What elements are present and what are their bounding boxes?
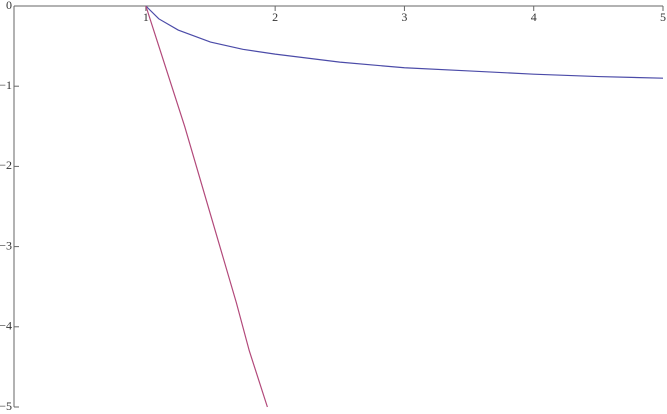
y-tick-label: −4 xyxy=(0,319,12,333)
y-tick-label: −2 xyxy=(0,158,12,172)
x-tick-label: 5 xyxy=(660,10,666,24)
y-tick-label: −3 xyxy=(0,238,12,252)
x-tick-label: 3 xyxy=(401,10,407,24)
y-tick-label: −1 xyxy=(0,78,12,92)
y-tick-label: −5 xyxy=(0,399,12,413)
x-tick-label: 1 xyxy=(143,10,149,24)
x-tick-label: 2 xyxy=(272,10,278,24)
series-line xyxy=(145,5,268,408)
series-line xyxy=(145,5,664,79)
y-tick-label: 0 xyxy=(6,0,12,12)
x-tick-label: 4 xyxy=(531,10,537,24)
